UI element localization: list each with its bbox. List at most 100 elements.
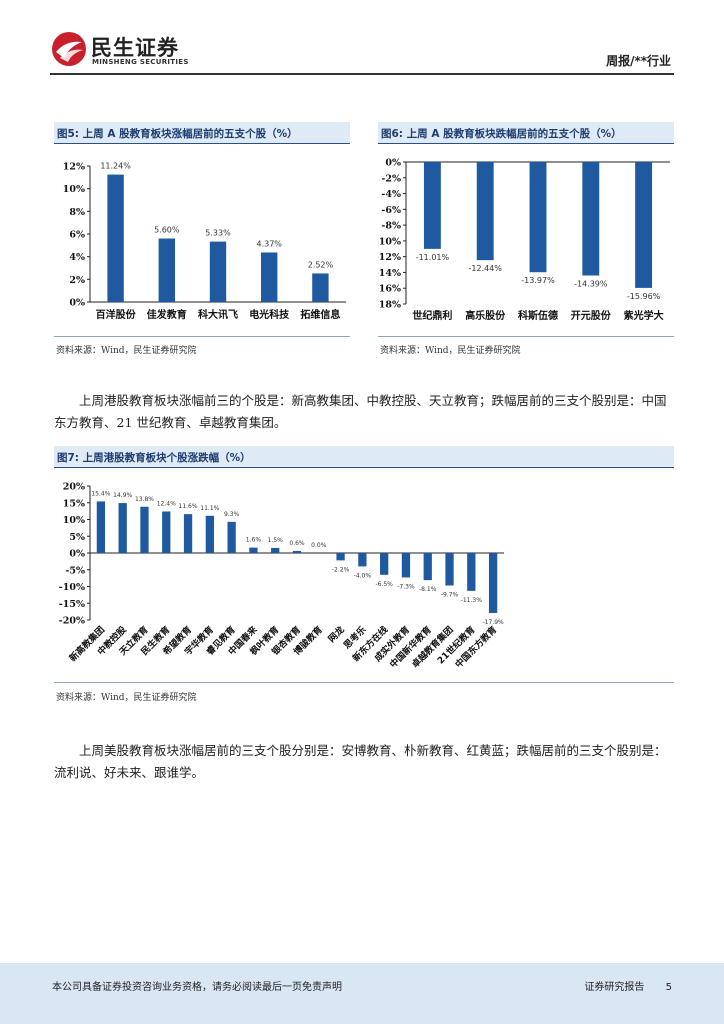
fig5-category-label: 拓维信息 <box>300 308 340 321</box>
fig6-tick-label: -12% <box>378 252 401 263</box>
fig7-data-label: 1.5% <box>268 537 284 544</box>
fig7-tick-label: -15% <box>59 599 85 610</box>
fig7-tick-label: 5% <box>69 532 85 543</box>
fig7-bar <box>423 553 432 581</box>
fig7-bar <box>249 547 258 553</box>
fig7-data-label: 11.1% <box>200 505 219 512</box>
fig5-tick-label: 8% <box>69 207 85 218</box>
fig5-tick-label: 0% <box>69 298 85 309</box>
fig7-bar <box>118 503 127 553</box>
fig7-category-label: 新高教集团 <box>67 624 107 664</box>
fig5-title: 图5: 上周 A 股教育板块涨幅居前的五支个股（%） <box>54 122 350 144</box>
fig7-data-label: 9.3% <box>224 511 240 518</box>
fig7-bar <box>401 553 411 578</box>
fig6-bar <box>529 162 547 273</box>
fig6-tick-label: -4% <box>381 189 401 200</box>
brand-name-en: MINSHENG SECURITIES <box>92 58 189 66</box>
fig7-tick-label: 15% <box>63 498 85 509</box>
fig6-data-label: -13.97% <box>521 276 555 285</box>
fig5-bar <box>107 174 124 302</box>
fig6-data-label: -12.44% <box>469 264 503 273</box>
fig7-data-label: -2.2% <box>332 566 350 573</box>
header-divider <box>50 73 674 75</box>
page-header: 民生证券 MINSHENG SECURITIES 周报/**行业 <box>0 0 724 75</box>
fig6-category-label: 世纪鼎利 <box>412 309 452 322</box>
fig5-category-label: 佳发教育 <box>147 308 187 321</box>
fig7-bar <box>488 553 498 613</box>
fig6-tick-label: -2% <box>381 173 401 184</box>
fig6-tick-label: -8% <box>381 221 401 232</box>
fig6-tick-label: -18% <box>378 300 401 311</box>
fig7-tick-label: -5% <box>65 565 85 576</box>
fig7-tick-label: -20% <box>59 616 85 627</box>
fig5-bar <box>209 241 227 302</box>
fig7-tick-label: 20% <box>63 482 85 493</box>
fig6-chart: 0% -2% -4% -6% -8% -10% -12% -14% -16% -18% -11.01… <box>375 158 670 322</box>
fig6-source: 资料来源：Wind，民生证券研究院 <box>380 346 521 356</box>
fig5-tick-label: 4% <box>69 252 85 263</box>
fig5-tick-label: 2% <box>69 275 85 286</box>
fig7-bar <box>183 514 193 553</box>
fig6-bar <box>582 162 600 276</box>
fig7-bar <box>336 553 345 561</box>
fig5-data-label: 11.24% <box>100 162 131 171</box>
fig5-data-label: 4.37% <box>256 239 282 248</box>
fig5-bar <box>158 238 175 302</box>
fig7-bar <box>271 547 280 553</box>
fig6-title: 图6: 上周 A 股教育板块跌幅居前的五支个股（%） <box>378 122 674 144</box>
fig6-category-label: 紫光学大 <box>624 309 664 322</box>
paragraph-us-text: 上周美股教育板块涨幅居前的三支个股分别是：安博教育、朴新教育、红黄蓝；跌幅居前的… <box>54 743 667 780</box>
fig7-chart: 20% 15% 10% 5% 0% -5% -10% -15% -20% 15.4% 新高教集团 14… <box>59 482 504 671</box>
fig7-data-label: -17.9% <box>482 619 504 626</box>
fig7-data-label: -7.3% <box>397 583 415 590</box>
fig6-tick-label: -16% <box>378 284 401 295</box>
fig7-source: 资料来源：Wind，民生证券研究院 <box>56 693 197 703</box>
fig6-bar <box>635 162 653 288</box>
fig7-frame: 20% 15% 10% 5% 0% -5% -10% -15% -20% 15.4% 新高教集团 14… <box>54 468 674 683</box>
fig6-data-label: -15.96% <box>627 292 661 301</box>
fig6-tick-label: -6% <box>381 205 401 216</box>
fig6-tick-label: -14% <box>378 268 401 279</box>
fig5-frame: 0% 2% 4% 6% 8% 10% 12% 11.24% 百洋股份 5.60% 佳发教育 5.33%… <box>54 144 350 337</box>
fig5-chart: 0% 2% 4% 6% 8% 10% 12% 11.24% 百洋股份 5.60% 佳发教育 5.33%… <box>63 162 346 321</box>
fig6-frame: 0% -2% -4% -6% -8% -10% -12% -14% -16% -18% -11.01… <box>375 144 674 337</box>
fig6-bar <box>476 162 494 261</box>
fig7-bar <box>205 515 214 553</box>
fig7-bar <box>96 501 106 553</box>
fig5-bar <box>261 252 278 302</box>
paragraph-hk-stocks: 上周港股教育板块涨幅前三的个股是：新高教集团、中教控股、天立教育；跌幅居前的三支… <box>54 390 674 434</box>
document-type: 周报/**行业 <box>606 54 671 68</box>
fig7-data-label: -9.7% <box>441 591 459 598</box>
fig6-data-label: -14.39% <box>574 280 608 289</box>
fig6-category-label: 科斯伍德 <box>518 309 558 322</box>
brand-name-cn: 民生证券 <box>91 36 179 60</box>
footer-report-type: 证券研究报告 <box>584 982 645 993</box>
fig5-bar <box>312 273 329 302</box>
fig7-data-label: -6.5% <box>375 581 393 588</box>
fig7-data-label: -11.3% <box>461 597 483 604</box>
fig7-data-label: 0.6% <box>289 540 305 547</box>
fig6-tick-label: -10% <box>378 236 401 247</box>
fig7-bar <box>162 511 171 553</box>
fig5-data-label: 5.60% <box>154 226 180 235</box>
fig5-tick-label: 12% <box>63 162 85 173</box>
fig5-tick-label: 6% <box>69 230 85 241</box>
fig6-category-label: 开元股份 <box>571 309 612 322</box>
fig7-bar <box>140 506 149 553</box>
fig7-data-label: 11.6% <box>179 503 198 510</box>
fig7-tick-label: 0% <box>69 549 85 560</box>
minsheng-logo-icon <box>52 32 86 66</box>
page-number: 5 <box>665 982 672 993</box>
paragraph-us-stocks: 上周美股教育板块涨幅居前的三支个股分别是：安博教育、朴新教育、红黄蓝；跌幅居前的… <box>54 740 674 784</box>
fig7-data-label: 12.4% <box>157 500 176 507</box>
fig7-data-label: 15.4% <box>91 490 110 497</box>
footer-right: 证券研究报告 5 <box>566 978 672 993</box>
fig7-bar <box>380 553 389 575</box>
fig7-data-label: 1.6% <box>246 537 262 544</box>
fig7-bar <box>227 521 236 553</box>
fig7-bar <box>358 553 367 567</box>
fig7-title: 图7: 上周港股教育板块个股涨跌幅（%） <box>54 446 674 468</box>
fig7-tick-label: 10% <box>63 515 85 526</box>
fig6-category-label: 高乐股份 <box>465 309 506 322</box>
fig5-tick-label: 10% <box>63 184 85 195</box>
